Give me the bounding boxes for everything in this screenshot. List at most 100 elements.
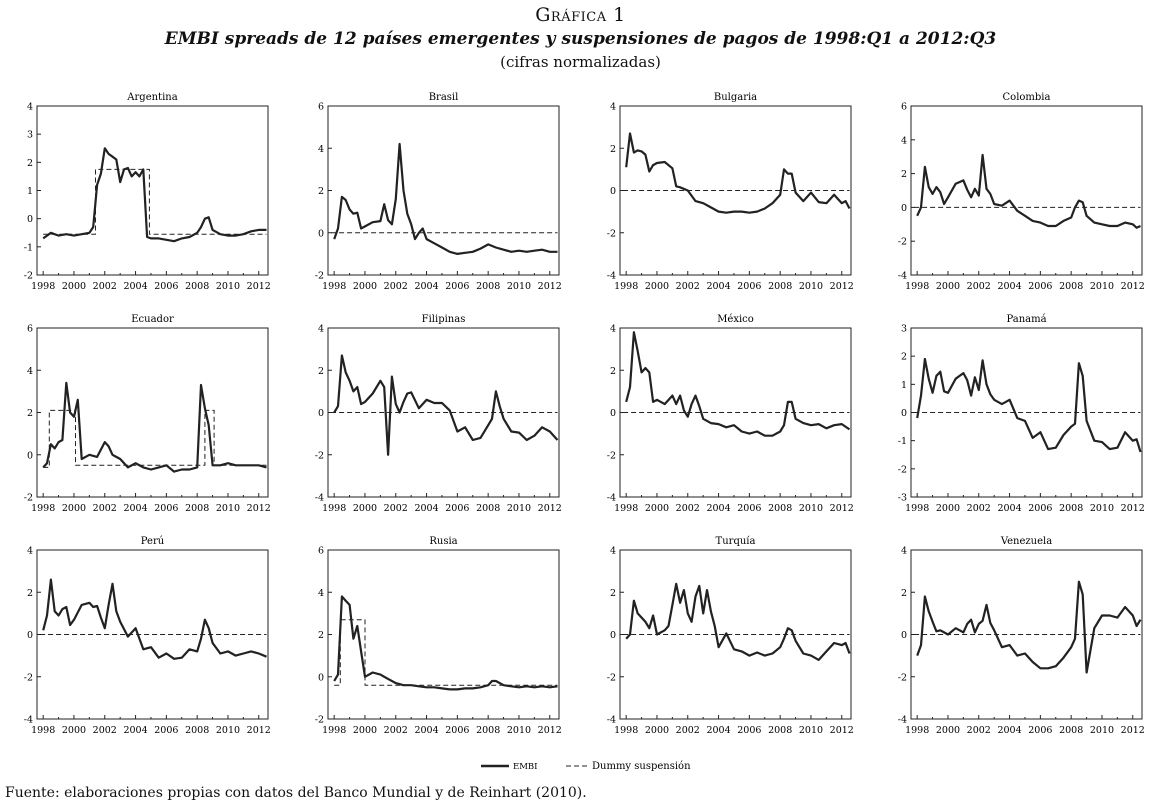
- x-tick-label: 2002: [676, 725, 700, 736]
- y-tick-label: 1: [27, 186, 33, 197]
- embi-line: [916, 357, 1142, 453]
- figure-subtitle: EMBI spreads de 12 países emergentes y s…: [164, 29, 997, 49]
- chart-title: Filipinas: [422, 314, 466, 325]
- y-tick-label: 6: [27, 324, 33, 335]
- legend: EMBI Dummy suspensión: [481, 761, 691, 772]
- x-tick-label: 2002: [967, 503, 991, 514]
- chart-panel-brasil: Brasil -2 0 2 4 6 1998 2000 2002 2004 2006 2008 2010…: [315, 92, 562, 292]
- x-tick-label: 2006: [737, 503, 761, 514]
- chart-title: México: [717, 314, 754, 325]
- x-tick-label: 2010: [507, 725, 531, 736]
- x-tick-label: 2002: [384, 281, 408, 292]
- y-tick-label: 6: [318, 546, 324, 557]
- chart-title: Turquía: [716, 536, 756, 547]
- x-tick-label: 2008: [1059, 281, 1083, 292]
- y-tick-label: 4: [318, 144, 324, 155]
- embi-line: [625, 331, 851, 437]
- chart-panel-colombia: Colombia -4 -2 0 2 4 6 1998 2000 2002 2004 2006 2008…: [898, 92, 1145, 292]
- x-tick-label: 1998: [322, 503, 346, 514]
- chart-panel-rusia: Rusia -2 0 2 4 6 1998 2000 2002 2004 2006 2008 2010 2…: [315, 536, 562, 736]
- y-tick-label: 2: [27, 408, 33, 419]
- plot-frame: [327, 105, 560, 276]
- x-tick-label: 2008: [768, 725, 792, 736]
- dummy-suspension-line: [43, 409, 267, 468]
- y-tick-label: 4: [318, 324, 324, 335]
- chart-panel-ecuador: Ecuador -2 0 2 4 6 1998 2000 2002 2004 2006 2008 201…: [24, 314, 271, 514]
- x-tick-label: 2010: [1090, 503, 1114, 514]
- y-tick-label: -2: [315, 450, 324, 461]
- y-tick-label: 2: [901, 169, 907, 180]
- x-tick-label: 2006: [737, 281, 761, 292]
- y-tick-label: 4: [610, 102, 616, 113]
- x-tick-label: 1998: [31, 725, 55, 736]
- y-tick-label: 0: [901, 408, 907, 419]
- x-tick-label: 2008: [476, 503, 500, 514]
- x-tick-label: 2000: [645, 281, 669, 292]
- x-tick-label: 2006: [445, 503, 469, 514]
- x-tick-label: 2010: [799, 725, 823, 736]
- x-tick-label: 2006: [1028, 503, 1052, 514]
- y-tick-label: 0: [610, 408, 616, 419]
- x-tick-label: 2000: [645, 725, 669, 736]
- y-tick-label: 4: [27, 102, 33, 113]
- chart-panel-filipinas: Filipinas -4 -2 0 2 4 1998 2000 2002 2004 2006 2008…: [315, 314, 562, 514]
- x-tick-label: 2002: [967, 281, 991, 292]
- y-tick-label: 2: [610, 588, 616, 599]
- plot-frame: [36, 105, 269, 276]
- y-tick-label: -4: [607, 493, 616, 504]
- embi-line: [916, 153, 1141, 229]
- plot-frame: [327, 549, 560, 720]
- y-tick-label: -4: [607, 271, 616, 282]
- x-tick-label: 2002: [384, 503, 408, 514]
- x-tick-label: 2012: [830, 725, 854, 736]
- x-tick-label: 1998: [322, 281, 346, 292]
- x-tick-label: 2010: [507, 503, 531, 514]
- y-tick-label: 0: [610, 186, 616, 197]
- x-tick-label: 2008: [185, 503, 209, 514]
- x-tick-label: 2006: [154, 281, 178, 292]
- chart-title: Colombia: [1003, 92, 1051, 103]
- y-tick-label: -4: [898, 715, 907, 726]
- embi-line: [42, 381, 267, 473]
- y-tick-label: 4: [610, 324, 616, 335]
- x-tick-label: 1998: [614, 503, 638, 514]
- x-tick-label: 2004: [123, 725, 147, 736]
- x-tick-label: 2010: [216, 281, 240, 292]
- x-tick-label: 2002: [93, 503, 117, 514]
- embi-line: [42, 578, 267, 660]
- chart-title: Bulgaria: [714, 92, 757, 103]
- x-tick-label: 1998: [905, 503, 929, 514]
- y-tick-label: -2: [607, 450, 616, 461]
- y-tick-label: 2: [27, 588, 33, 599]
- legend-dummy-label: Dummy suspensión: [592, 761, 691, 772]
- x-tick-label: 2010: [1090, 281, 1114, 292]
- x-tick-label: 1998: [614, 725, 638, 736]
- y-tick-label: 4: [27, 366, 33, 377]
- y-tick-label: -4: [24, 715, 33, 726]
- x-tick-label: 2004: [706, 503, 730, 514]
- x-tick-label: 2004: [997, 281, 1021, 292]
- x-tick-label: 2012: [1121, 281, 1145, 292]
- x-tick-label: 2000: [936, 281, 960, 292]
- x-tick-label: 2010: [216, 503, 240, 514]
- y-tick-label: -2: [898, 237, 907, 248]
- x-tick-label: 2008: [768, 503, 792, 514]
- y-tick-label: -3: [898, 493, 907, 504]
- chart-panel-panamá: Panamá -3 -2 -1 0 1 2 3 1998 2000 2002 2004 2006 2008…: [898, 314, 1145, 514]
- x-tick-label: 2012: [247, 503, 271, 514]
- x-tick-label: 2000: [936, 725, 960, 736]
- chart-panel-perú: Perú -4 -2 0 2 4 1998 2000 2002 2004 2006 2008 2010 2…: [24, 536, 271, 736]
- embi-line: [625, 132, 851, 214]
- embi-line: [333, 595, 558, 691]
- x-tick-label: 2000: [936, 503, 960, 514]
- x-tick-label: 1998: [31, 503, 55, 514]
- y-tick-label: -2: [607, 672, 616, 683]
- x-tick-label: 2004: [123, 503, 147, 514]
- plot-frame: [910, 105, 1143, 276]
- x-tick-label: 2010: [216, 725, 240, 736]
- x-tick-label: 2000: [62, 725, 86, 736]
- x-tick-label: 2008: [185, 725, 209, 736]
- y-tick-label: -2: [24, 271, 33, 282]
- x-tick-label: 2012: [830, 281, 854, 292]
